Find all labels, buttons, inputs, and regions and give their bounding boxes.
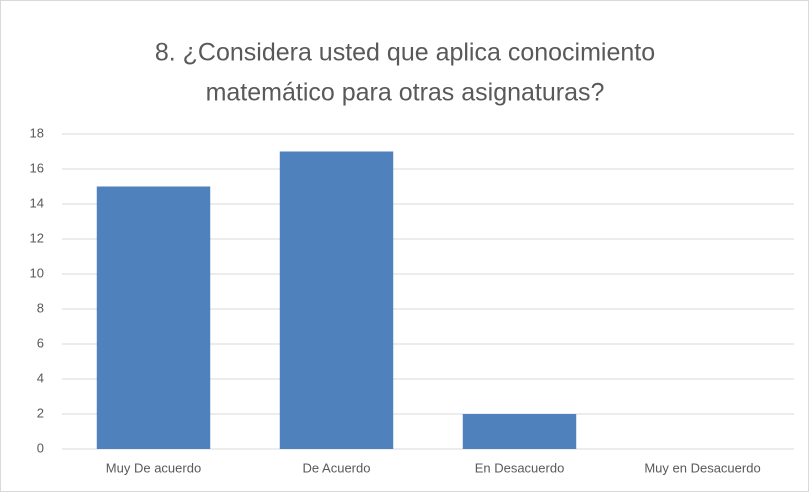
x-tick-label: Muy en Desacuerdo xyxy=(644,460,760,475)
chart-title: matemático para otras asignaturas? xyxy=(206,79,605,107)
y-tick-label: 6 xyxy=(37,335,44,350)
x-tick-label: De Acuerdo xyxy=(303,460,371,475)
y-tick-label: 8 xyxy=(37,300,44,315)
y-tick-label: 18 xyxy=(30,125,44,140)
bar xyxy=(279,151,394,449)
x-tick-label: En Desacuerdo xyxy=(475,460,565,475)
y-tick-label: 4 xyxy=(37,370,44,385)
y-tick-label: 2 xyxy=(37,405,44,420)
chart-title: 8. ¿Considera usted que aplica conocimie… xyxy=(155,39,655,67)
y-tick-label: 0 xyxy=(37,440,44,455)
x-tick-label: Muy De acuerdo xyxy=(106,460,201,475)
y-tick-label: 12 xyxy=(30,230,44,245)
bar xyxy=(462,414,577,449)
y-tick-label: 14 xyxy=(30,195,44,210)
y-tick-label: 16 xyxy=(30,160,44,175)
y-tick-label: 10 xyxy=(30,265,44,280)
bar xyxy=(96,186,211,449)
